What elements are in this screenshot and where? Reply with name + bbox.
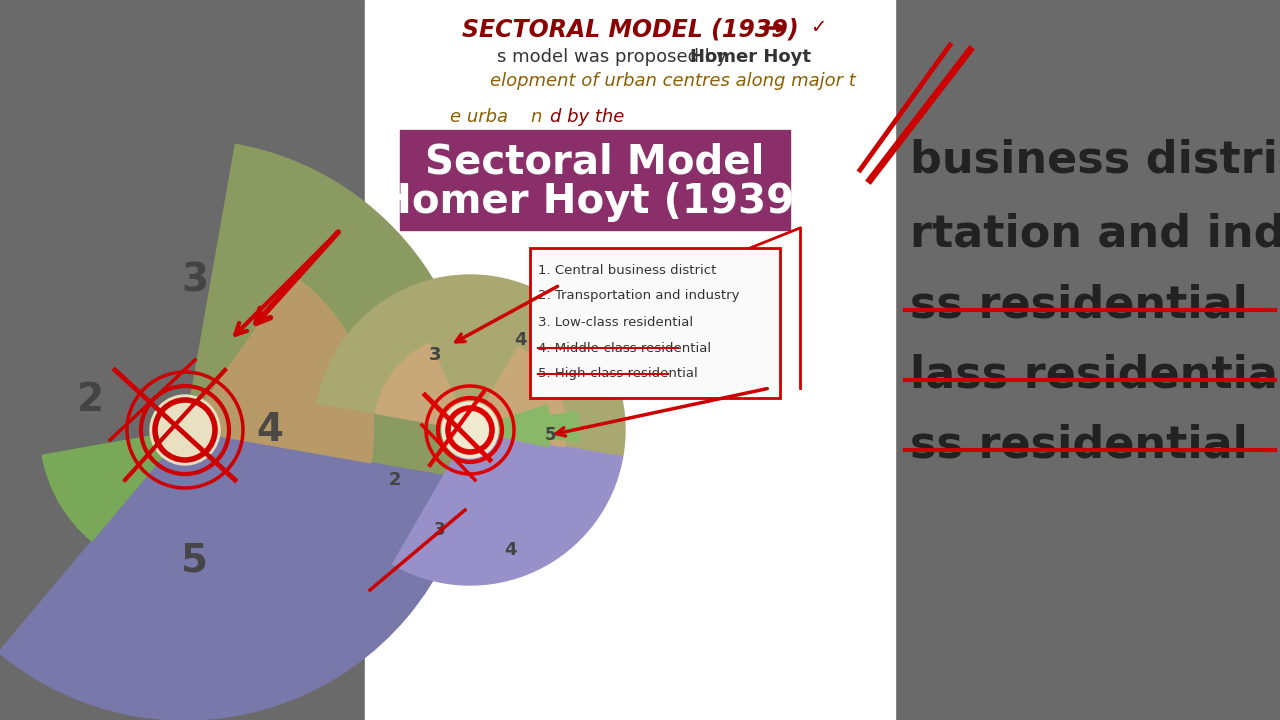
Text: d by the: d by the [550, 108, 625, 126]
Text: Homer Hoyt (1939): Homer Hoyt (1939) [378, 182, 813, 222]
Text: 5. High-class residential: 5. High-class residential [538, 367, 698, 380]
Text: 5: 5 [544, 426, 556, 444]
Text: 2: 2 [77, 381, 104, 419]
Text: 2: 2 [389, 471, 401, 489]
Wedge shape [186, 276, 374, 463]
Text: 3: 3 [429, 346, 442, 364]
Bar [365, 0, 895, 720]
Text: 5: 5 [182, 541, 209, 579]
Text: 4: 4 [513, 331, 526, 349]
Text: 3: 3 [182, 261, 209, 299]
Bar [895, 0, 1280, 720]
Text: business district: business district [910, 138, 1280, 181]
Text: 4: 4 [504, 541, 516, 559]
Text: n: n [530, 108, 541, 126]
Text: rtation and industry: rtation and industry [910, 214, 1280, 256]
Text: ss residential: ss residential [910, 423, 1248, 467]
Text: lass residential: lass residential [910, 354, 1280, 397]
Wedge shape [375, 343, 470, 430]
Bar [399, 130, 790, 230]
Wedge shape [186, 145, 475, 480]
Text: 4: 4 [256, 411, 283, 449]
Text: 3. Low-class residential: 3. Low-class residential [538, 315, 694, 328]
Text: 3: 3 [434, 521, 445, 539]
Wedge shape [470, 411, 579, 441]
Wedge shape [470, 347, 566, 446]
Text: 2. Transportation and industry: 2. Transportation and industry [538, 289, 740, 302]
Text: Homer Hoyt: Homer Hoyt [690, 48, 812, 66]
Text: s model was proposed by: s model was proposed by [497, 48, 732, 66]
Text: 4. Middle-class residential: 4. Middle-class residential [538, 341, 712, 354]
Circle shape [150, 395, 220, 465]
Wedge shape [317, 275, 470, 430]
Bar [0, 0, 365, 720]
Text: elopment of urban centres along major t: elopment of urban centres along major t [490, 72, 856, 90]
Wedge shape [42, 430, 186, 541]
Text: SECTORAL MODEL (1939): SECTORAL MODEL (1939) [462, 18, 799, 42]
Text: Sectoral Model: Sectoral Model [425, 142, 764, 182]
Text: ✓: ✓ [810, 18, 827, 37]
Wedge shape [470, 405, 550, 446]
Wedge shape [0, 430, 471, 720]
Text: ss residential: ss residential [910, 284, 1248, 326]
Circle shape [442, 402, 498, 458]
Text: 1. Central business district: 1. Central business district [538, 264, 717, 276]
Text: e urba: e urba [451, 108, 508, 126]
Wedge shape [470, 275, 625, 457]
Bar [530, 248, 780, 398]
Wedge shape [393, 430, 622, 585]
